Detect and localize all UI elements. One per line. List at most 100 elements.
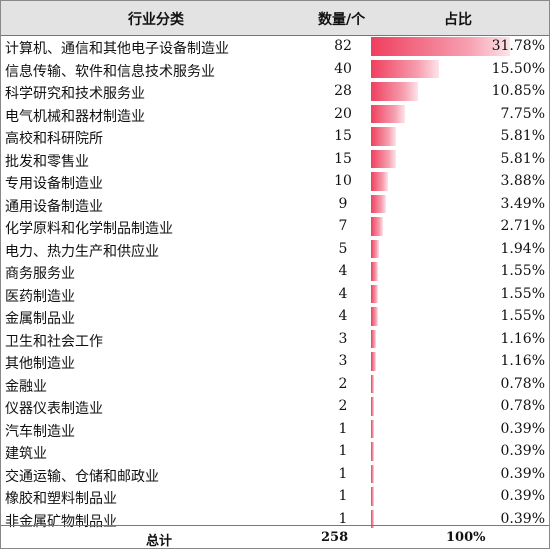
row-share: 0.39%	[500, 510, 545, 527]
share-bar	[371, 104, 405, 123]
row-count: 20	[334, 105, 352, 122]
share-bar	[371, 307, 378, 326]
table-row: 科学研究和技术服务业 28 10.85%	[1, 80, 549, 103]
row-count: 1	[338, 510, 348, 527]
total-count: 258	[321, 530, 349, 545]
row-share: 5.81%	[500, 150, 545, 167]
row-category: 信息传输、软件和信息技术服务业	[5, 63, 215, 80]
table-row: 汽车制造业 1 0.39%	[1, 418, 549, 441]
row-share: 31.78%	[491, 38, 545, 54]
row-category: 高校和科研院所	[5, 131, 103, 147]
row-category: 批发和零售业	[5, 153, 89, 170]
table-row: 批发和零售业 15 5.81%	[1, 148, 549, 171]
row-category: 金属制品业	[5, 311, 75, 327]
row-share: 0.39%	[500, 420, 545, 437]
row-count: 4	[338, 285, 348, 302]
row-share: 15.50%	[491, 60, 545, 77]
table-header: 行业分类 数量/个 占比	[1, 1, 549, 36]
row-category: 科学研究和技术服务业	[5, 86, 145, 102]
row-count: 15	[334, 150, 352, 167]
row-category: 医药制造业	[5, 288, 75, 305]
table-row: 高校和科研院所 15 5.81%	[1, 125, 549, 148]
row-count: 4	[338, 263, 348, 279]
row-count: 82	[334, 38, 352, 54]
table-row: 医药制造业 4 1.55%	[1, 283, 549, 306]
row-category: 建筑业	[5, 446, 47, 462]
table-row: 专用设备制造业 10 3.88%	[1, 170, 549, 193]
row-count: 4	[338, 308, 348, 324]
share-bar	[371, 194, 387, 213]
row-share: 2.71%	[500, 218, 545, 234]
table-body: 计算机、通信和其他电子设备制造业 82 31.78% 信息传输、软件和信息技术服务业 4…	[1, 35, 549, 530]
row-share: 0.78%	[500, 375, 545, 392]
share-bar	[371, 487, 374, 506]
row-share: 1.94%	[500, 240, 545, 257]
total-share: 100%	[446, 530, 486, 545]
row-category: 仪器仪表制造业	[5, 401, 103, 417]
table-row: 卫生和社会工作 3 1.16%	[1, 328, 549, 351]
row-category: 其他制造业	[5, 356, 75, 372]
table-row: 化学原料和化学制品制造业 7 2.71%	[1, 215, 549, 238]
row-share: 0.39%	[500, 443, 545, 459]
row-count: 15	[334, 128, 352, 144]
share-bar	[371, 419, 374, 438]
share-bar	[371, 262, 378, 281]
row-count: 40	[334, 60, 352, 77]
row-share: 3.49%	[500, 195, 545, 212]
table-row: 其他制造业 3 1.16%	[1, 350, 549, 373]
share-bar	[371, 442, 374, 461]
row-category: 橡胶和塑料制品业	[5, 491, 117, 507]
row-share: 1.55%	[500, 285, 545, 302]
table-row: 仪器仪表制造业 2 0.78%	[1, 395, 549, 418]
share-bar	[371, 374, 375, 393]
share-bar	[371, 37, 510, 56]
table-row: 金属制品业 4 1.55%	[1, 305, 549, 328]
row-count: 5	[338, 240, 348, 257]
row-count: 28	[334, 83, 352, 99]
share-bar	[371, 509, 374, 528]
row-category: 金融业	[5, 378, 47, 395]
row-category: 交通运输、仓储和邮政业	[5, 468, 159, 485]
row-share: 0.39%	[500, 488, 545, 504]
header-count: 数量/个	[318, 12, 366, 28]
row-share: 7.75%	[500, 105, 545, 122]
share-bar	[371, 352, 377, 371]
table-row: 电气机械和器材制造业 20 7.75%	[1, 103, 549, 126]
share-bar	[371, 217, 383, 236]
row-category: 汽车制造业	[5, 423, 75, 440]
table-row: 电力、热力生产和供应业 5 1.94%	[1, 238, 549, 261]
row-count: 1	[338, 420, 348, 437]
table-row: 橡胶和塑料制品业 1 0.39%	[1, 485, 549, 508]
row-category: 化学原料和化学制品制造业	[5, 221, 173, 237]
share-bar	[371, 239, 380, 258]
row-category: 计算机、通信和其他电子设备制造业	[5, 41, 229, 57]
row-category: 电气机械和器材制造业	[5, 108, 145, 125]
share-bar	[371, 82, 419, 101]
row-count: 2	[338, 398, 348, 414]
row-share: 3.88%	[500, 173, 545, 189]
row-category: 电力、热力生产和供应业	[5, 243, 159, 260]
row-count: 7	[338, 218, 348, 234]
table-row: 交通运输、仓储和邮政业 1 0.39%	[1, 463, 549, 486]
table-row: 金融业 2 0.78%	[1, 373, 549, 396]
row-count: 3	[338, 353, 348, 369]
row-count: 3	[338, 330, 348, 347]
table-row: 建筑业 1 0.39%	[1, 440, 549, 463]
row-category: 专用设备制造业	[5, 176, 103, 192]
share-bar	[371, 284, 378, 303]
table-row: 商务服务业 4 1.55%	[1, 260, 549, 283]
share-bar	[371, 329, 377, 348]
share-bar	[371, 59, 439, 78]
share-bar	[371, 172, 388, 191]
row-count: 2	[338, 375, 348, 392]
table-row: 信息传输、软件和信息技术服务业 40 15.50%	[1, 58, 549, 81]
row-count: 1	[338, 465, 348, 482]
row-count: 10	[334, 173, 352, 189]
table-row: 通用设备制造业 9 3.49%	[1, 193, 549, 216]
header-category: 行业分类	[128, 12, 184, 28]
row-share: 5.81%	[500, 128, 545, 144]
share-bar	[371, 464, 374, 483]
row-share: 1.16%	[500, 330, 545, 347]
share-bar	[371, 397, 375, 416]
